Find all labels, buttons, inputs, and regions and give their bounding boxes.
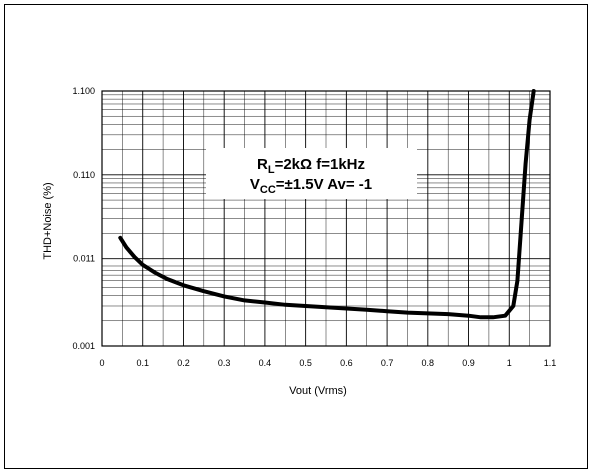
y-tick-label: 0.110 bbox=[73, 170, 95, 180]
x-tick-label: 0.8 bbox=[422, 358, 435, 368]
x-tick-labels: 0 0.1 0.2 0.3 0.4 0.5 0.6 0.7 0.8 0.9 1 1.1 bbox=[99, 358, 556, 368]
x-axis-label: Vout (Vrms) bbox=[289, 385, 347, 397]
x-tick-label: 0.5 bbox=[299, 358, 312, 368]
y-tick-label: 0.011 bbox=[73, 254, 95, 264]
thd-noise-chart: RL=2kΩ f=1kHz VCC=±1.5V Av= -1 0 0.1 0.2 0.… bbox=[42, 86, 556, 397]
annotation-background bbox=[206, 148, 417, 199]
annotation-line-2: VCC=±1.5V Av= -1 bbox=[250, 176, 372, 196]
x-tick-label: 1 bbox=[507, 358, 512, 368]
x-tick-label: 0.4 bbox=[259, 358, 272, 368]
x-tick-label: 0.6 bbox=[340, 358, 353, 368]
y-tick-label: 1.100 bbox=[72, 86, 95, 96]
x-tick-label: 0 bbox=[99, 358, 104, 368]
x-tick-label: 0.1 bbox=[136, 358, 149, 368]
x-tick-label: 1.1 bbox=[544, 358, 557, 368]
series bbox=[118, 89, 536, 320]
annotation-line-1: RL=2kΩ f=1kHz bbox=[257, 156, 365, 176]
plot-area bbox=[101, 90, 551, 347]
x-tick-label: 0.9 bbox=[462, 358, 475, 368]
y-tick-labels: 0.001 0.011 0.110 1.100 bbox=[72, 86, 95, 351]
chart-frame: RL=2kΩ f=1kHz VCC=±1.5V Av= -1 0 0.1 0.2 0.… bbox=[4, 4, 588, 469]
y-tick-label: 0.001 bbox=[72, 341, 95, 351]
x-tick-label: 0.7 bbox=[381, 358, 394, 368]
annotation-box: RL=2kΩ f=1kHz VCC=±1.5V Av= -1 bbox=[206, 148, 417, 199]
series-line-0 bbox=[118, 89, 536, 320]
plot-border bbox=[101, 90, 551, 347]
x-tick-label: 0.3 bbox=[218, 358, 231, 368]
y-axis-label: THD+Noise (%) bbox=[42, 182, 54, 259]
x-tick-label: 0.2 bbox=[177, 358, 190, 368]
